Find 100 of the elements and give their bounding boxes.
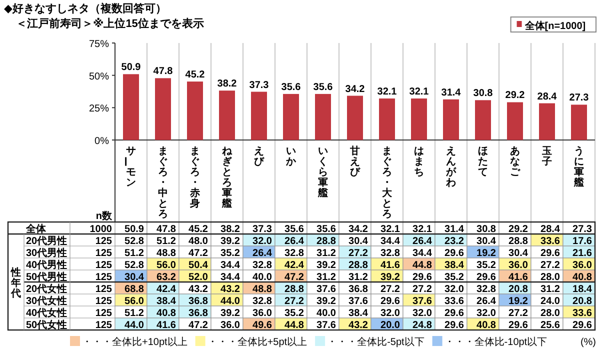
title: ◆好きなすしネタ（複数回答可） bbox=[4, 3, 166, 15]
cell-label: 31.2 bbox=[348, 272, 368, 283]
cell-label: 33.6 bbox=[572, 308, 592, 319]
cell-label: 40.8 bbox=[572, 272, 592, 283]
cell-label: 68.8 bbox=[124, 284, 144, 295]
cell-label: 19.2 bbox=[476, 248, 496, 259]
cell-label: 28.4 bbox=[540, 224, 560, 235]
cell-label: 36.0 bbox=[572, 260, 592, 271]
category: いくら軍艦 bbox=[318, 146, 328, 199]
category: まぐろ・中とろ bbox=[158, 146, 168, 220]
value-label: 34.2 bbox=[345, 84, 365, 95]
cell-label: 32.1 bbox=[380, 224, 400, 235]
cell-label: 18.4 bbox=[572, 284, 592, 295]
cell-label: 20.0 bbox=[380, 320, 400, 331]
cell-label: 44.8 bbox=[284, 320, 304, 331]
cell-label: 35.2 bbox=[444, 272, 464, 283]
cell-label: 32.8 bbox=[252, 296, 272, 307]
cell-label: 27.2 bbox=[348, 248, 368, 259]
cell-label: 42.4 bbox=[284, 260, 304, 271]
ytick: 50% bbox=[88, 71, 109, 82]
cell-label: 34.2 bbox=[348, 224, 368, 235]
cell-label: 51.2 bbox=[124, 248, 144, 259]
ylabel: 性年代 bbox=[11, 267, 21, 300]
cell-label: 43.2 bbox=[188, 284, 208, 295]
cell-label: 36.0 bbox=[220, 320, 240, 331]
category: はまち bbox=[414, 146, 424, 178]
cell-label: 38.4 bbox=[444, 260, 464, 271]
cell-label: 38.4 bbox=[348, 308, 368, 319]
value-label: 30.8 bbox=[473, 88, 493, 100]
row-label: 50代女性 bbox=[26, 320, 68, 331]
cell-label: 21.6 bbox=[572, 248, 592, 259]
subtitle: ＜江戸前寿司＞※上位15位までを表示 bbox=[16, 18, 204, 30]
cell-label: 40.8 bbox=[476, 320, 496, 331]
cell-label: 34.4 bbox=[380, 236, 400, 247]
cell-label: 29.6 bbox=[540, 248, 560, 259]
cell-label: 31.2 bbox=[540, 284, 560, 295]
category: 玉子 bbox=[542, 146, 552, 168]
cell-label: 31.4 bbox=[444, 224, 464, 235]
cell-label: 52.8 bbox=[124, 260, 144, 271]
annotation: ・・・全体比-10pt以下 bbox=[444, 337, 548, 348]
cell-label: 28.8 bbox=[316, 236, 336, 247]
row-label: 全体 bbox=[26, 224, 46, 235]
cell-label: 27.2 bbox=[540, 260, 560, 271]
cell-label: 51.2 bbox=[156, 236, 176, 247]
row-label: 30代男性 bbox=[26, 248, 68, 259]
cell-label: 30.4 bbox=[476, 236, 496, 247]
cell-label: 32.8 bbox=[476, 284, 496, 295]
cell-label: 34.4 bbox=[220, 272, 240, 283]
cell-label: 20.8 bbox=[572, 296, 592, 307]
legend-label: 全体[n=1000] bbox=[524, 20, 586, 32]
cell-label: 32.0 bbox=[412, 308, 432, 319]
category: まぐろ・大とろ bbox=[382, 146, 392, 220]
ytick: 25% bbox=[88, 104, 109, 115]
annotation: ・・・全体比+5pt以上 bbox=[207, 337, 308, 348]
row-label: 20代男性 bbox=[26, 236, 68, 247]
row-label: 30代女性 bbox=[26, 296, 68, 307]
cell-label: 48.8 bbox=[156, 248, 176, 259]
cell-label: 43.2 bbox=[220, 284, 240, 295]
cell-label: 52.0 bbox=[188, 272, 208, 283]
cell-label: 30.4 bbox=[124, 272, 144, 283]
cell-label: 47.2 bbox=[188, 248, 208, 259]
cell-label: 37.6 bbox=[348, 296, 368, 307]
cell-label: 29.6 bbox=[380, 296, 400, 307]
cell-label: 44.0 bbox=[124, 320, 144, 331]
cell-label: 36.8 bbox=[188, 296, 208, 307]
row-label: 40代女性 bbox=[26, 308, 68, 319]
cell-label: 39.2 bbox=[380, 272, 400, 283]
cell-label: 41.6 bbox=[380, 260, 400, 271]
cell-label: 28.0 bbox=[540, 272, 560, 283]
cell-label: 32.8 bbox=[380, 248, 400, 259]
cell-label: 45.2 bbox=[188, 224, 208, 235]
cell-label: 33.6 bbox=[540, 236, 560, 247]
category: 甘えび bbox=[350, 146, 360, 178]
cell-label: 40.0 bbox=[252, 272, 272, 283]
cell-label: 32.1 bbox=[412, 224, 432, 235]
ytick: 0% bbox=[94, 136, 109, 147]
cell-label: 19.2 bbox=[508, 296, 528, 307]
cell-label: 27.2 bbox=[508, 308, 528, 319]
cell-label: 27.3 bbox=[572, 224, 592, 235]
value-label: 28.4 bbox=[537, 91, 557, 102]
cell-label: 38.4 bbox=[156, 296, 176, 307]
cell-label: 49.6 bbox=[252, 320, 272, 331]
cell-label: 36.0 bbox=[252, 308, 272, 319]
cell-label: 30.4 bbox=[348, 236, 368, 247]
category: えんがわ bbox=[446, 146, 456, 188]
cell-label: 32.0 bbox=[380, 308, 400, 319]
cell-label: 47.2 bbox=[284, 272, 304, 283]
category: いか bbox=[286, 146, 296, 168]
cell-label: 56.0 bbox=[156, 260, 176, 271]
cell-label: 27.2 bbox=[380, 284, 400, 295]
cell-label: 31.2 bbox=[316, 272, 336, 283]
cell-label: 48.0 bbox=[188, 236, 208, 247]
cell-label: 28.8 bbox=[508, 236, 528, 247]
category: ねぎとろ軍艦 bbox=[222, 146, 232, 210]
cell-label: 32.0 bbox=[252, 236, 272, 247]
cell-label: 41.6 bbox=[508, 272, 528, 283]
cell-label: 50.4 bbox=[188, 260, 208, 271]
cell-label: 24.0 bbox=[540, 296, 560, 307]
value-label: 50.9 bbox=[121, 62, 141, 74]
cell-label: 37.6 bbox=[316, 284, 336, 295]
